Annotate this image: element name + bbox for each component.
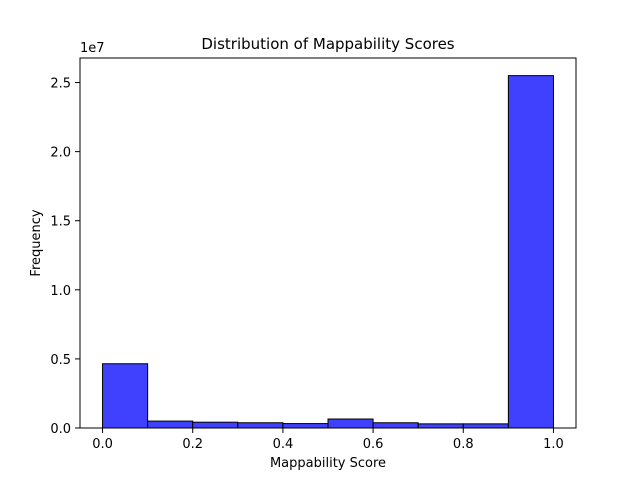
y-tick-label: 2.0 [50, 146, 71, 161]
y-tick-label: 1.0 [50, 284, 71, 299]
bars-group [102, 75, 554, 429]
y-tick-label: 0.5 [50, 353, 71, 368]
histogram-bar [282, 423, 329, 429]
histogram-bar [147, 420, 194, 429]
x-tick-label: 0.6 [363, 437, 384, 452]
x-tick-label: 0.0 [92, 437, 113, 452]
x-axis-label: Mappability Score [270, 456, 386, 471]
chart-title: Distribution of Mappability Scores [201, 35, 454, 53]
plot-area-frame [79, 57, 577, 429]
x-tick-label: 1.0 [543, 437, 564, 452]
histogram-bar [372, 422, 419, 429]
x-axis-ticks: 0.0 0.2 0.4 0.6 0.8 1.0 [92, 428, 564, 452]
histogram-bar [462, 423, 509, 429]
histogram-bar [102, 363, 149, 429]
x-tick-label: 0.4 [273, 437, 294, 452]
y-tick-label: 0.0 [50, 422, 71, 437]
histogram-bar [417, 423, 464, 429]
histogram-bar [327, 418, 374, 429]
histogram-bar [507, 75, 554, 429]
y-offset-label: 1e7 [80, 41, 105, 56]
x-tick-label: 0.8 [453, 437, 474, 452]
histogram-bar [237, 422, 284, 429]
y-tick-label: 1.5 [50, 215, 71, 230]
y-axis-label: Frequency [29, 209, 44, 276]
y-tick-label: 2.5 [50, 77, 71, 92]
y-axis-ticks: 0.0 0.5 1.0 1.5 2.0 2.5 [50, 77, 80, 437]
histogram-bar [192, 421, 239, 429]
x-tick-label: 0.2 [182, 437, 203, 452]
